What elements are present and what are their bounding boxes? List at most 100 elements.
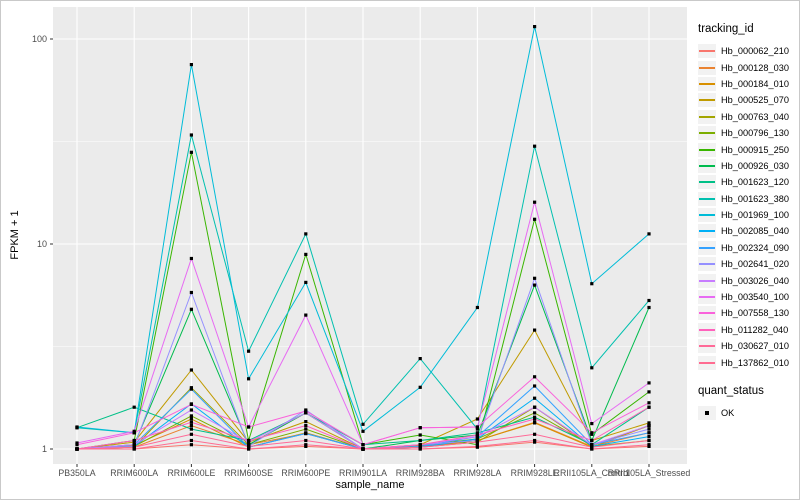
svg-text:RRIM600SE: RRIM600SE — [224, 468, 273, 478]
legend-key — [698, 290, 716, 305]
legend-item-label: Hb_000184_010 — [721, 78, 789, 89]
legend-key — [698, 60, 716, 75]
legend-item-Hb_001969_100: Hb_001969_100 — [698, 207, 798, 223]
legend-item-label: Hb_007558_130 — [721, 308, 789, 319]
legend-item-label: Hb_002324_090 — [721, 242, 789, 253]
axis-ticks — [50, 38, 650, 467]
legend-tracking-items: Hb_000062_210 Hb_000128_030 Hb_000184_010 H… — [698, 43, 798, 371]
legend-item-Hb_000128_030: Hb_000128_030 — [698, 59, 798, 75]
line-swatch-icon — [699, 312, 715, 315]
svg-text:RRIM901LA: RRIM901LA — [339, 468, 387, 478]
svg-text:RRIM600LA: RRIM600LA — [110, 468, 158, 478]
legend: tracking_id Hb_000062_210 Hb_000128_030 Hb… — [698, 23, 798, 421]
legend-item-label: Hb_000926_030 — [721, 160, 789, 171]
legend-item-Hb_002085_040: Hb_002085_040 — [698, 223, 798, 239]
line-swatch-icon — [699, 361, 715, 364]
legend-item-label: Hb_000796_130 — [721, 128, 789, 139]
legend-item-Hb_003540_100: Hb_003540_100 — [698, 289, 798, 305]
line-swatch-icon — [699, 296, 715, 299]
line-swatch-icon — [699, 148, 715, 151]
line-swatch-icon — [699, 82, 715, 85]
line-swatch-icon — [699, 99, 715, 102]
legend-title-quant: quant_status — [698, 384, 764, 397]
legend-key — [698, 142, 716, 157]
legend-key — [698, 257, 716, 272]
line-swatch-icon — [699, 246, 715, 249]
legend-item-Hb_001623_120: Hb_001623_120 — [698, 174, 798, 190]
svg-text:RRIM928LA: RRIM928LA — [453, 468, 501, 478]
legend-item-Hb_011282_040: Hb_011282_040 — [698, 322, 798, 338]
legend-item-label: Hb_001623_120 — [721, 177, 789, 188]
legend-key — [698, 355, 716, 370]
legend-key — [698, 126, 716, 141]
legend-item-Hb_030627_010: Hb_030627_010 — [698, 338, 798, 354]
legend-item-label: Hb_000525_070 — [721, 95, 789, 106]
legend-item-label: Hb_002641_020 — [721, 259, 789, 270]
legend-key — [698, 191, 716, 206]
legend-item-Hb_000184_010: Hb_000184_010 — [698, 76, 798, 92]
legend-item-label: Hb_000128_030 — [721, 62, 789, 73]
legend-item-Hb_000926_030: Hb_000926_030 — [698, 158, 798, 174]
legend-key — [698, 322, 716, 337]
legend-key — [698, 306, 716, 321]
svg-text:100: 100 — [32, 34, 47, 44]
legend-item-label: Hb_137862_010 — [721, 357, 789, 368]
svg-text:RRIM928LE: RRIM928LE — [511, 468, 559, 478]
line-swatch-icon — [699, 66, 715, 69]
svg-text:10: 10 — [37, 239, 47, 249]
svg-text:1: 1 — [42, 444, 47, 454]
legend-key — [698, 44, 716, 59]
line-swatch-icon — [699, 263, 715, 266]
legend-item-quant: OK — [698, 405, 798, 421]
svg-text:PB350LA: PB350LA — [58, 468, 95, 478]
line-swatch-icon — [699, 214, 715, 217]
x-axis-title: sample_name — [335, 479, 405, 491]
line-swatch-icon — [699, 345, 715, 348]
line-swatch-icon — [699, 164, 715, 167]
legend-item-Hb_137862_010: Hb_137862_010 — [698, 354, 798, 370]
legend-key — [698, 273, 716, 288]
legend-key — [698, 109, 716, 124]
line-swatch-icon — [699, 230, 715, 233]
svg-text:RRII105LA_Control: RRII105LA_Control — [554, 468, 630, 478]
legend-item-Hb_007558_130: Hb_007558_130 — [698, 305, 798, 321]
legend-key — [698, 93, 716, 108]
legend-item-Hb_002324_090: Hb_002324_090 — [698, 240, 798, 256]
x-tick-labels: PB350LA RRIM600LA RRIM600LE RRIM600SE RRIM60… — [58, 468, 690, 478]
legend-item-Hb_003026_040: Hb_003026_040 — [698, 272, 798, 288]
line-swatch-icon — [699, 132, 715, 135]
legend-item-Hb_000763_040: Hb_000763_040 — [698, 109, 798, 125]
legend-item-label: OK — [721, 408, 735, 418]
line-swatch-icon — [699, 328, 715, 331]
legend-item-label: Hb_003540_100 — [721, 292, 789, 303]
legend-key — [698, 76, 716, 91]
line-swatch-icon — [699, 115, 715, 118]
line-swatch-icon — [699, 197, 715, 200]
legend-item-Hb_000796_130: Hb_000796_130 — [698, 125, 798, 141]
quant-key — [698, 406, 716, 420]
legend-item-label: Hb_002085_040 — [721, 226, 789, 237]
legend-item-label: Hb_001969_100 — [721, 210, 789, 221]
legend-key — [698, 158, 716, 173]
legend-item-label: Hb_011282_040 — [721, 324, 789, 335]
legend-key — [698, 208, 716, 223]
legend-item-Hb_000915_250: Hb_000915_250 — [698, 141, 798, 157]
y-tick-labels: 1 10 100 — [32, 34, 47, 454]
svg-text:RRIM600PE: RRIM600PE — [281, 468, 330, 478]
legend-item-label: Hb_000062_210 — [721, 46, 789, 57]
legend-item-Hb_000525_070: Hb_000525_070 — [698, 92, 798, 108]
svg-text:RRIM928BA: RRIM928BA — [396, 468, 445, 478]
y-axis-title: FPKM + 1 — [9, 210, 21, 260]
legend-key — [698, 339, 716, 354]
legend-key — [698, 175, 716, 190]
data-points — [75, 25, 651, 451]
legend-item-Hb_001623_380: Hb_001623_380 — [698, 191, 798, 207]
legend-item-label: Hb_000763_040 — [721, 111, 789, 122]
black-square-point-icon — [705, 411, 709, 415]
legend-item-label: Hb_003026_040 — [721, 275, 789, 286]
svg-text:RRII105LA_Stressed: RRII105LA_Stressed — [608, 468, 691, 478]
legend-key — [698, 240, 716, 255]
svg-text:RRIM600LE: RRIM600LE — [167, 468, 215, 478]
legend-item-label: Hb_000915_250 — [721, 144, 789, 155]
